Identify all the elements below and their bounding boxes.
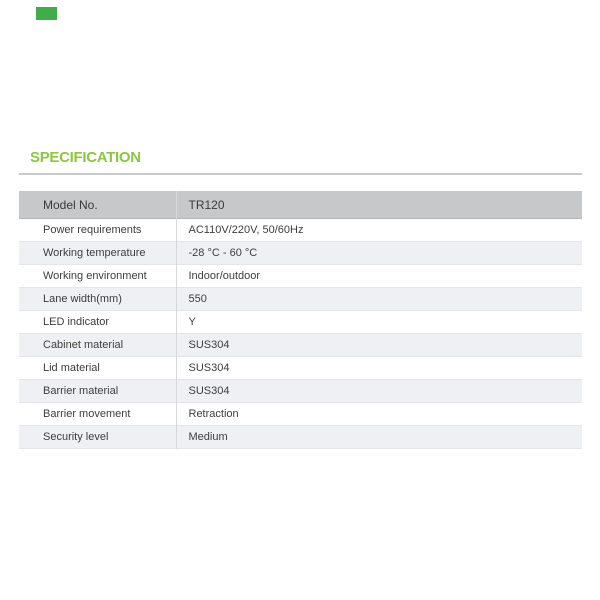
row-label: Power requirements bbox=[43, 224, 142, 236]
table-row: Cabinet material SUS304 bbox=[19, 333, 582, 357]
row-label: Lid material bbox=[43, 362, 100, 374]
spec-table: Model No. TR120 Power requirements AC110V… bbox=[19, 191, 582, 449]
header-model-value: TR120 bbox=[175, 191, 582, 219]
table-row: Security level Medium bbox=[19, 425, 582, 449]
table-row: Working environment Indoor/outdoor bbox=[19, 264, 582, 288]
row-value: SUS304 bbox=[175, 356, 582, 380]
row-label: Cabinet material bbox=[43, 339, 124, 351]
header-model-label: Model No. bbox=[19, 191, 176, 219]
row-value: Retraction bbox=[175, 402, 582, 426]
table-row: Working temperature -28 °C - 60 °C bbox=[19, 241, 582, 265]
table-header-row: Model No. TR120 bbox=[19, 191, 582, 219]
row-label: Barrier material bbox=[43, 385, 119, 397]
row-value: Indoor/outdoor bbox=[175, 264, 582, 288]
row-label: Security level bbox=[43, 431, 109, 443]
row-label: Lane width(mm) bbox=[43, 293, 122, 305]
row-label: Working environment bbox=[43, 270, 147, 282]
row-value: Y bbox=[175, 310, 582, 334]
row-value: Medium bbox=[175, 425, 582, 449]
row-label: Barrier movement bbox=[43, 408, 131, 420]
row-value: AC110V/220V, 50/60Hz bbox=[175, 218, 582, 242]
table-row: Power requirements AC110V/220V, 50/60Hz bbox=[19, 218, 582, 242]
row-value: SUS304 bbox=[175, 379, 582, 403]
row-value: 550 bbox=[175, 287, 582, 311]
row-value: SUS304 bbox=[175, 333, 582, 357]
table-row: Barrier material SUS304 bbox=[19, 379, 582, 403]
green-corner-mark bbox=[36, 7, 57, 20]
row-value: -28 °C - 60 °C bbox=[175, 241, 582, 265]
row-label: Working temperature bbox=[43, 247, 146, 259]
table-row: LED indicator Y bbox=[19, 310, 582, 334]
title-underline bbox=[19, 173, 582, 175]
table-row: Barrier movement Retraction bbox=[19, 402, 582, 426]
table-row: Lane width(mm) 550 bbox=[19, 287, 582, 311]
table-row: Lid material SUS304 bbox=[19, 356, 582, 380]
section-title: SPECIFICATION bbox=[30, 149, 141, 166]
row-label: LED indicator bbox=[43, 316, 110, 328]
